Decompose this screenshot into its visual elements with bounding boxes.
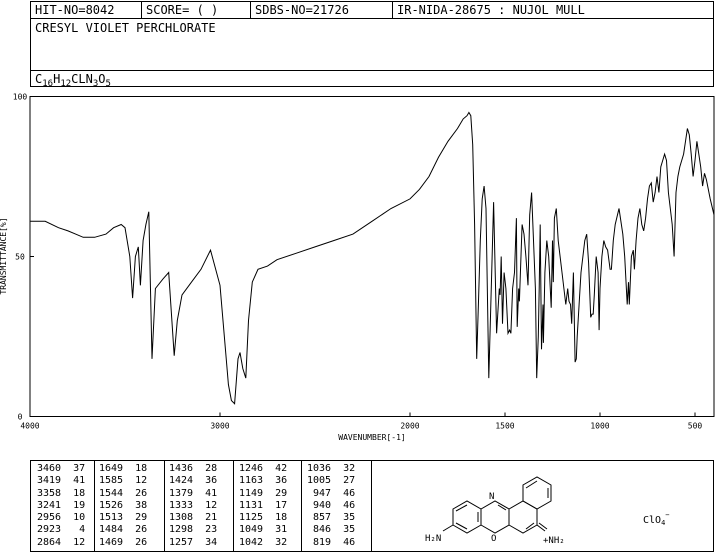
formula-element: C <box>35 72 43 86</box>
peak-table-column: 1436 28 1424 36 1379 41 1333 12 1308 21 1298 … <box>169 463 217 549</box>
formula-subscript: 5 <box>105 79 111 89</box>
divider <box>164 461 165 551</box>
y-axis-label: TRANSMITTANCE[%] <box>0 217 8 294</box>
y-tick-label: 0 <box>18 413 23 422</box>
peak-table-cell: 1125 18 <box>239 512 288 524</box>
formula-element: H <box>53 72 61 86</box>
oxygen-atom-label: O <box>491 534 496 544</box>
perchlorate-label: ClO4− <box>643 511 670 527</box>
divider <box>371 461 372 551</box>
peak-table-cell: 1042 32 <box>239 536 288 548</box>
peak-table-cell: 947 46 <box>307 487 356 499</box>
x-tick-label: 500 <box>688 422 703 431</box>
peak-table-cell: 1005 27 <box>307 475 356 487</box>
peak-table-cell: 1484 26 <box>99 524 148 536</box>
formula-subscript: 12 <box>60 79 72 89</box>
compound-name: CRESYL VIOLET PERCHLORATE <box>35 21 216 35</box>
peak-table-cell: 1424 36 <box>169 475 218 487</box>
header-info-row: HIT-NO=8042 SCORE= ( ) SDBS-NO=21726 IR-… <box>31 2 713 19</box>
peak-table-cell: 1333 12 <box>169 499 218 511</box>
molecular-formula: C16H12CLN3O5 <box>35 72 111 89</box>
peak-table-cell: 846 35 <box>307 524 356 536</box>
peak-table-cell: 1131 17 <box>239 499 288 511</box>
peak-table-cell: 2864 12 <box>37 536 86 548</box>
y-tick-label: 100 <box>13 93 28 102</box>
peak-table-cell: 1526 38 <box>99 499 148 511</box>
sdbs-number: SDBS-NO=21726 <box>255 3 349 17</box>
formula-subscript: 16 <box>42 79 54 89</box>
divider <box>233 461 234 551</box>
formula-subscript: 3 <box>92 79 99 89</box>
peak-table-cell: 1163 36 <box>239 475 288 487</box>
peak-table-cell: 2956 10 <box>37 512 86 524</box>
x-tick-label: 1500 <box>495 422 514 431</box>
plot-frame <box>29 96 715 417</box>
peak-table-cell: 940 46 <box>307 499 356 511</box>
peak-table-cell: 3358 18 <box>37 487 86 499</box>
peak-table-cell: 1585 12 <box>99 475 148 487</box>
peak-table-cell: 1246 42 <box>239 463 288 474</box>
nitrogen-atom-label: N <box>489 492 494 502</box>
peak-table-cell: 1298 23 <box>169 524 218 536</box>
peak-table-column: 1246 42 1163 36 1149 29 1131 17 1125 18 1049 … <box>239 463 287 549</box>
x-tick-label: 2000 <box>400 422 419 431</box>
peak-table-column: 1036 32 1005 27 947 46 940 46 857 35 846 … <box>307 463 355 549</box>
formula-element: CLN <box>71 72 93 86</box>
y-axis: 0 50 100 <box>13 93 34 422</box>
x-axis-label: WAVENUMBER[-1] <box>338 433 405 442</box>
peak-table-cell: 1036 32 <box>307 463 356 474</box>
structure-bonds <box>442 476 552 534</box>
peak-table-cell: 1308 21 <box>169 512 218 524</box>
peak-table-cell: 1649 18 <box>99 463 148 474</box>
peak-table-cell: 1257 34 <box>169 536 218 548</box>
peak-table-cell: 3460 37 <box>37 463 86 474</box>
y-tick-label: 50 <box>15 253 25 262</box>
divider <box>141 2 142 18</box>
hit-number: HIT-NO=8042 <box>35 3 115 17</box>
peak-table-cell: 1469 26 <box>99 536 148 548</box>
amine-group-label: H₂N <box>425 534 441 544</box>
ir-spectrum-chart: 0 50 100 4000 3000 2000 1500 1000 500 TRANSMITT… <box>0 93 715 442</box>
peak-table-cell: 2923 4 <box>37 524 86 536</box>
peak-table-cell: 1149 29 <box>239 487 288 499</box>
formula-element: O <box>98 72 106 86</box>
bottom-panel: 3460 37 3419 41 3358 18 3241 19 2956 10 2923 … <box>30 460 714 552</box>
peak-table-column: 3460 37 3419 41 3358 18 3241 19 2956 10 2923 … <box>37 463 85 549</box>
peak-table-cell: 819 46 <box>307 536 356 548</box>
header-panel: HIT-NO=8042 SCORE= ( ) SDBS-NO=21726 IR-… <box>30 1 714 89</box>
x-tick-label: 4000 <box>20 422 39 431</box>
peak-table-cell: 3419 41 <box>37 475 86 487</box>
x-tick-label: 3000 <box>210 422 229 431</box>
ir-number: IR-NIDA-28675 : NUJOL MULL <box>397 3 585 17</box>
x-axis: 4000 3000 2000 1500 1000 500 <box>20 412 703 431</box>
peak-table-column: 1649 18 1585 12 1544 26 1526 38 1513 29 1484 … <box>99 463 147 549</box>
divider <box>31 70 713 71</box>
x-tick-label: 1000 <box>590 422 609 431</box>
transmittance-series-line <box>30 111 715 405</box>
peak-table-cell: 1513 29 <box>99 512 148 524</box>
chemical-structure: N O H₂N +NH₂ ClO4− <box>425 476 670 546</box>
score-field: SCORE= ( ) <box>146 3 219 17</box>
peak-table-cell: 1436 28 <box>169 463 218 474</box>
divider <box>301 461 302 551</box>
peak-table-cell: 857 35 <box>307 512 356 524</box>
peak-table-cell: 1049 31 <box>239 524 288 536</box>
peak-table-cell: 1379 41 <box>169 487 218 499</box>
iminium-group-label: +NH₂ <box>543 536 565 546</box>
divider <box>392 2 393 18</box>
peak-table-cell: 1544 26 <box>99 487 148 499</box>
divider <box>94 461 95 551</box>
divider <box>250 2 251 18</box>
peak-table-cell: 3241 19 <box>37 499 86 511</box>
